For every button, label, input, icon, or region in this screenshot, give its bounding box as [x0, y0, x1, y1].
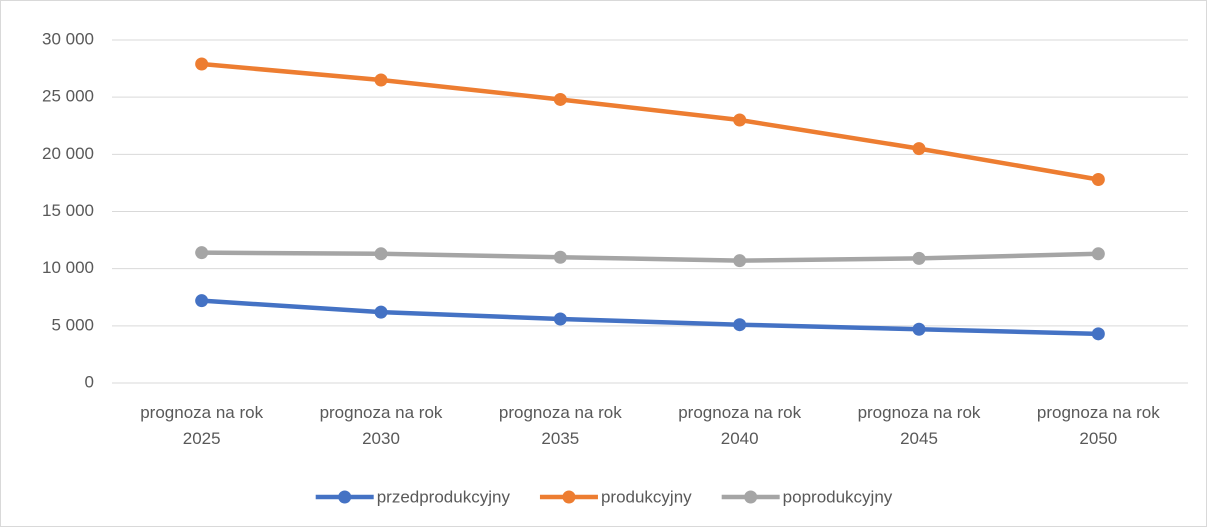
y-tick-label: 5 000 [51, 315, 94, 334]
y-tick-label: 15 000 [42, 201, 94, 220]
x-tick-label: prognoza na rok 2025 [140, 403, 263, 448]
legend-label: poprodukcyjny [783, 487, 893, 506]
x-tick-line: 2040 [721, 429, 759, 448]
data-point [1091, 247, 1105, 261]
x-tick-line: prognoza na rok [678, 403, 801, 422]
x-tick-line: 2050 [1079, 429, 1117, 448]
data-point [374, 247, 388, 261]
legend-item: produkcyjny [539, 487, 692, 506]
x-tick-line: 2035 [541, 429, 579, 448]
data-point [553, 92, 567, 106]
x-tick-line: prognoza na rok [320, 403, 443, 422]
legend-label: przedprodukcyjny [377, 487, 511, 506]
y-tick-label: 30 000 [42, 29, 94, 48]
y-tick-label: 25 000 [42, 87, 94, 106]
data-point [195, 57, 209, 71]
data-point [733, 318, 747, 332]
x-tick-line: 2025 [183, 429, 221, 448]
data-point [1091, 172, 1105, 186]
legend-item: poprodukcyjny [721, 487, 893, 506]
series-line [199, 298, 1101, 337]
x-tick-label: prognoza na rok 2045 [858, 403, 981, 448]
legend-marker [562, 490, 576, 504]
data-point [733, 113, 747, 127]
y-tick-label: 20 000 [42, 144, 94, 163]
data-point [733, 254, 747, 268]
legend-marker [744, 490, 758, 504]
x-tick-line: prognoza na rok [140, 403, 263, 422]
data-point [912, 322, 926, 336]
data-point [553, 312, 567, 326]
x-tick-label: prognoza na rok 2035 [499, 403, 622, 448]
x-tick-label: prognoza na rok 2030 [320, 403, 443, 448]
data-point [1091, 327, 1105, 341]
legend-marker [338, 490, 352, 504]
series-line [199, 250, 1101, 263]
data-point [374, 305, 388, 319]
x-tick-line: prognoza na rok [858, 403, 981, 422]
x-tick-label: prognoza na rok 2050 [1037, 403, 1160, 448]
data-point [195, 246, 209, 260]
x-tick-line: 2045 [900, 429, 938, 448]
x-tick-line: 2030 [362, 429, 400, 448]
data-point [553, 250, 567, 264]
x-tick-label: prognoza na rok 2040 [678, 403, 801, 448]
data-point [374, 73, 388, 87]
y-tick-label: 10 000 [42, 258, 94, 277]
x-tick-line: prognoza na rok [499, 403, 622, 422]
series-line [199, 61, 1101, 182]
data-point [195, 294, 209, 308]
x-tick-line: prognoza na rok [1037, 403, 1160, 422]
legend-item: przedprodukcyjny [315, 487, 511, 506]
data-point [912, 142, 926, 156]
legend-label: produkcyjny [601, 487, 692, 506]
data-point [912, 251, 926, 265]
y-tick-label: 0 [85, 372, 94, 391]
